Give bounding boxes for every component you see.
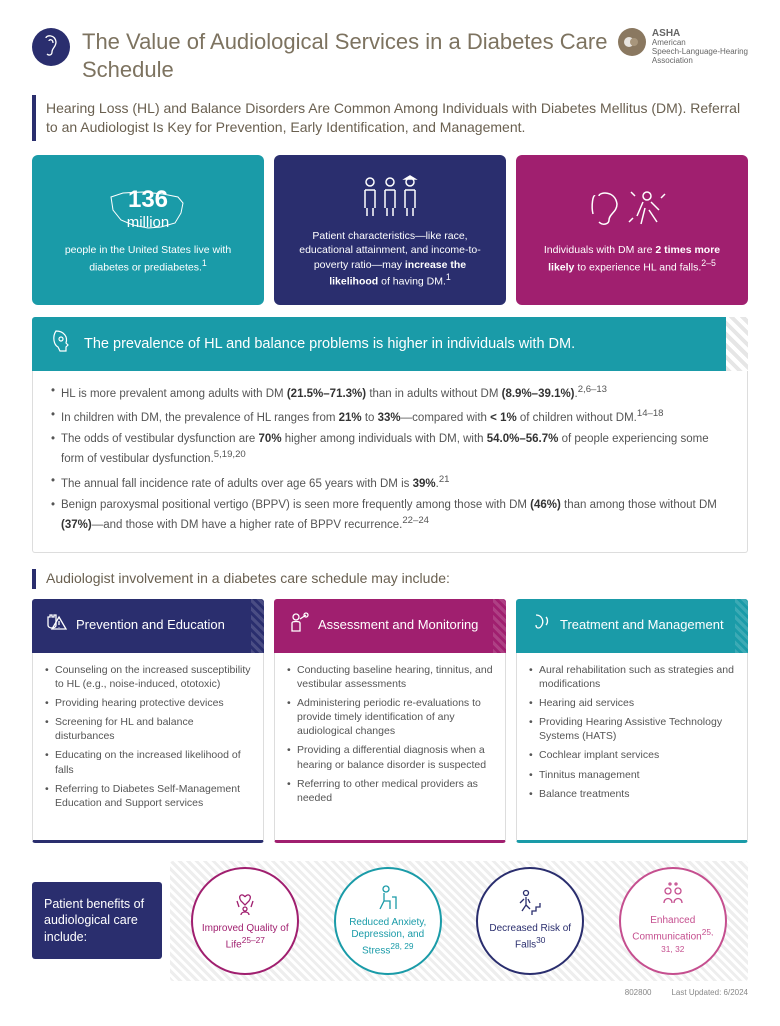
- prevalence-item: In children with DM, the prevalence of H…: [51, 407, 729, 427]
- stat-card-risk: Individuals with DM are 2 times more lik…: [516, 155, 748, 305]
- stat-text: Patient characteristics—like race, educa…: [288, 229, 492, 288]
- involvement-columns: Prevention and Education Counseling on t…: [32, 599, 748, 843]
- involvement-item: Counseling on the increased susceptibili…: [45, 663, 251, 691]
- involvement-item: Screening for HL and balance disturbance…: [45, 715, 251, 743]
- col-prevention: Prevention and Education Counseling on t…: [32, 599, 264, 843]
- people-icon: [355, 171, 425, 221]
- benefit-text: Reduced Anxiety, Depression, and Stress2…: [344, 917, 432, 957]
- intro-text: Hearing Loss (HL) and Balance Disorders …: [32, 95, 748, 141]
- involvement-item: Educating on the increased likelihood of…: [45, 748, 251, 776]
- stat-unit: million: [127, 212, 170, 233]
- prevalence-item: The annual fall incidence rate of adults…: [51, 473, 729, 493]
- prevalence-item: HL is more prevalent among adults with D…: [51, 383, 729, 403]
- col-title: Prevention and Education: [76, 616, 225, 634]
- ear-icon: [32, 28, 70, 66]
- col-assessment: Assessment and Monitoring Conducting bas…: [274, 599, 506, 843]
- heart-hands-icon: [231, 889, 259, 919]
- involvement-item: Referring to other medical providers as …: [287, 777, 493, 805]
- benefit-communication: Enhanced Communication25, 31, 32: [619, 867, 727, 975]
- prevalence-item: The odds of vestibular dysfunction are 7…: [51, 431, 729, 468]
- asha-subtitle: American Speech-Language-Hearing Associa…: [652, 39, 748, 65]
- involvement-item: Hearing aid services: [529, 696, 735, 710]
- benefit-quality: Improved Quality of Life25–27: [191, 867, 299, 975]
- benefits-label: Patient benefits of audiological care in…: [32, 882, 162, 959]
- involvement-item: Balance treatments: [529, 787, 735, 801]
- col-treatment: Treatment and Management Aural rehabilit…: [516, 599, 748, 843]
- stat-caption: people in the United States live with di…: [46, 243, 250, 274]
- stat-cards-row: 136 million people in the United States …: [32, 155, 748, 305]
- benefit-text: Improved Quality of Life25–27: [201, 923, 289, 951]
- involvement-item: Administering periodic re-evaluations to…: [287, 696, 493, 739]
- prevalence-list: HL is more prevalent among adults with D…: [32, 371, 748, 553]
- involvement-item: Providing a differential diagnosis when …: [287, 743, 493, 771]
- stat-card-population: 136 million people in the United States …: [32, 155, 264, 305]
- header: The Value of Audiological Services in a …: [32, 28, 748, 83]
- doc-code: 802800: [625, 987, 652, 998]
- page-title: The Value of Audiological Services in a …: [82, 28, 618, 83]
- prevalence-title: The prevalence of HL and balance problem…: [84, 334, 575, 354]
- benefit-text: Decreased Risk of Falls30: [486, 923, 574, 951]
- col-title: Treatment and Management: [560, 616, 724, 634]
- benefit-anxiety: Reduced Anxiety, Depression, and Stress2…: [334, 867, 442, 975]
- prevalence-header: The prevalence of HL and balance problem…: [32, 317, 748, 371]
- benefit-falls: Decreased Risk of Falls30: [476, 867, 584, 975]
- last-updated: Last Updated: 6/2024: [671, 987, 748, 998]
- two-people-icon: [659, 881, 687, 911]
- involvement-item: Tinnitus management: [529, 768, 735, 782]
- involvement-item: Aural rehabilitation such as strategies …: [529, 663, 735, 691]
- asha-logo: ASHA American Speech-Language-Hearing As…: [618, 28, 748, 65]
- benefits-strip: Improved Quality of Life25–27 Reduced An…: [170, 861, 748, 981]
- col-title: Assessment and Monitoring: [318, 616, 478, 634]
- asha-mark-icon: [618, 28, 646, 56]
- stairs-person-icon: [516, 889, 544, 919]
- involvement-item: Conducting baseline hearing, tinnitus, a…: [287, 663, 493, 691]
- usa-map-icon: 136 million: [103, 185, 193, 235]
- benefit-text: Enhanced Communication25, 31, 32: [629, 915, 717, 960]
- involvement-item: Providing hearing protective devices: [45, 696, 251, 710]
- involvement-item: Cochlear implant services: [529, 748, 735, 762]
- involvement-item: Referring to Diabetes Self-Management Ed…: [45, 782, 251, 810]
- stat-text: Individuals with DM are 2 times more lik…: [530, 243, 734, 274]
- seated-person-icon: [374, 883, 402, 913]
- involvement-item: Providing Hearing Assistive Technology S…: [529, 715, 735, 743]
- footer: 802800 Last Updated: 6/2024: [32, 987, 748, 998]
- involvement-header: Audiologist involvement in a diabetes ca…: [32, 569, 748, 589]
- stat-card-characteristics: Patient characteristics—like race, educa…: [274, 155, 506, 305]
- stat-number: 136: [127, 188, 170, 212]
- person-scope-icon: [286, 611, 310, 640]
- hand-alert-icon: [44, 611, 68, 640]
- prevalence-item: Benign paroxysmal positional vertigo (BP…: [51, 497, 729, 534]
- benefits-row: Patient benefits of audiological care in…: [32, 861, 748, 981]
- ear-fall-icon: [587, 185, 677, 235]
- head-profile-icon: [46, 327, 74, 361]
- hearing-aid-icon: [528, 611, 552, 640]
